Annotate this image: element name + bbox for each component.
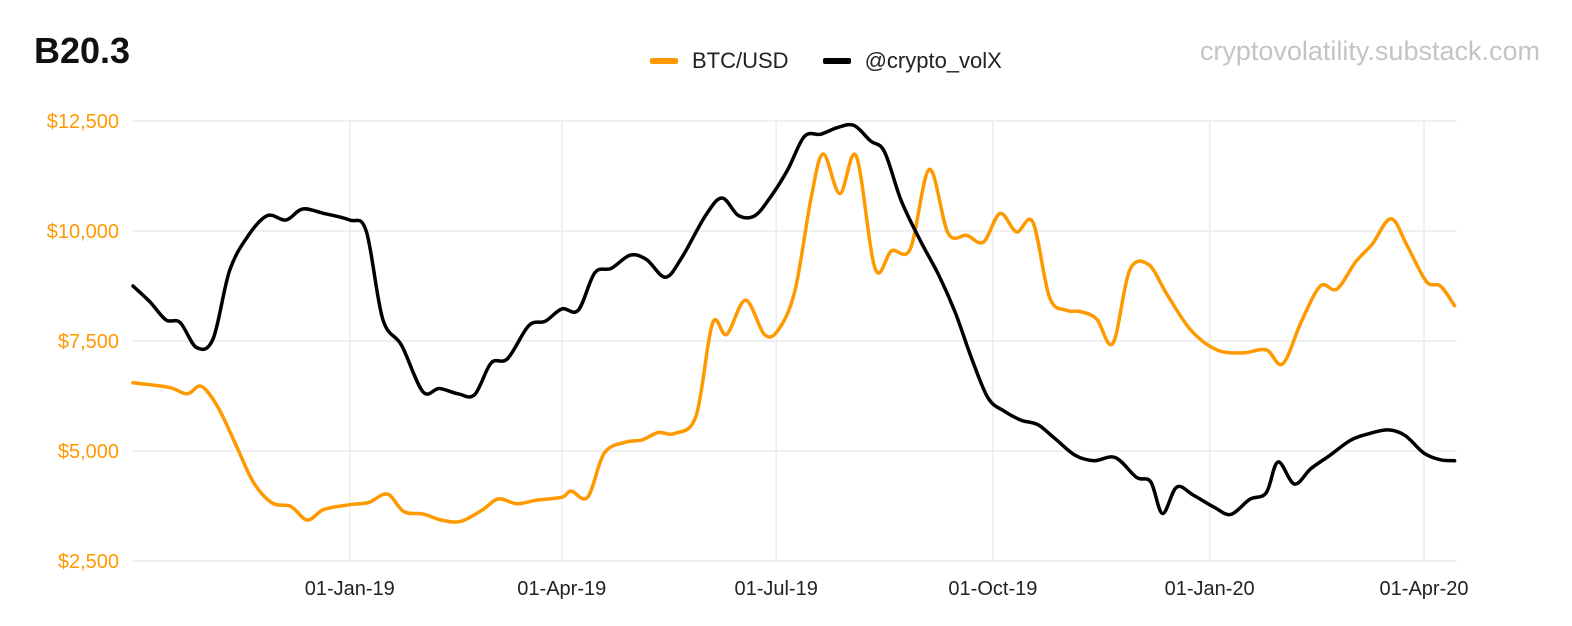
series-line-btc-usd: [131, 152, 1457, 524]
legend-swatch-crypto-volx: [822, 58, 851, 64]
legend-item-btc-usd: BTC/USD: [650, 48, 789, 74]
x-tick-label: 01-Apr-20: [1380, 578, 1469, 600]
y-tick-label: $7,500: [58, 331, 119, 353]
legend-label-btc-usd: BTC/USD: [692, 48, 789, 73]
y-tick-label: $12,500: [47, 111, 119, 133]
x-tick-label: 01-Jul-19: [734, 578, 817, 600]
tick-layer: $2,500 $5,000 $7,500 $10,000 $12,500 01-Jan-1…: [47, 111, 1469, 600]
series-line-crypto-volx: [131, 122, 1457, 517]
y-tick-label: $10,000: [47, 221, 119, 243]
x-tick-label: 01-Oct-19: [948, 578, 1037, 600]
y-tick-label: $5,000: [58, 441, 119, 463]
source-watermark: cryptovolatility.substack.com: [1199, 36, 1540, 66]
x-tick-label: 01-Jan-20: [1165, 578, 1255, 600]
series-layer: [131, 122, 1457, 524]
y-tick-label: $2,500: [58, 551, 119, 573]
grid-layer: [133, 120, 1457, 562]
legend-swatch-btc-usd: [650, 58, 678, 64]
legend-label-crypto-volx: @crypto_volX: [864, 48, 1002, 73]
chart-legend: BTC/USD @crypto_volX: [650, 48, 1036, 74]
x-tick-label: 01-Jan-19: [305, 578, 395, 600]
chart-title: B20.3: [34, 30, 131, 71]
x-tick-label: 01-Apr-19: [517, 578, 606, 600]
legend-item-crypto-volx: @crypto_volX: [822, 48, 1002, 74]
